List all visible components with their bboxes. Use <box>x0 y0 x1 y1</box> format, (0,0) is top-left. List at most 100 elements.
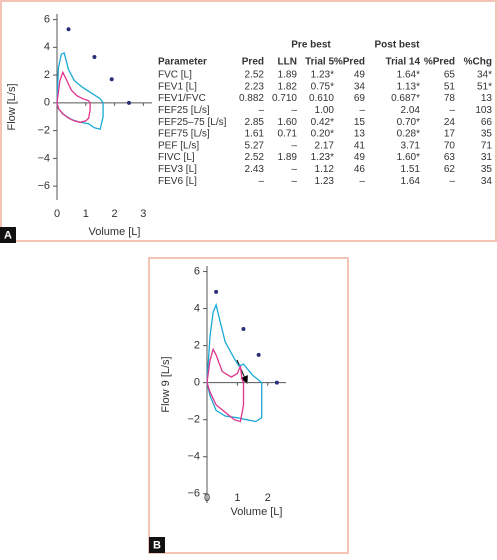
column-header: Trial 14 <box>386 57 421 68</box>
predicted-point <box>66 27 71 32</box>
column-header: Parameter <box>158 57 207 68</box>
predicted-point <box>241 326 246 331</box>
table-cell: 34 <box>481 176 493 187</box>
table-cell: – <box>258 176 264 187</box>
table-cell: 51* <box>477 81 492 92</box>
table-cell: 78 <box>444 93 456 104</box>
table-cell: 34 <box>354 81 366 92</box>
y-tick-label: −4 <box>37 152 50 164</box>
table-cell: 62 <box>444 164 456 175</box>
table-cell: 63 <box>444 152 456 163</box>
panel-frame <box>148 257 349 554</box>
table-cell: 1.00 <box>315 105 335 116</box>
table-cell: 2.04 <box>401 105 421 116</box>
row-label: PEF [L/s] <box>158 140 199 151</box>
table-cell: 70 <box>444 140 456 151</box>
row-label: FEV1/FVC <box>158 93 206 104</box>
table-cell: 46 <box>354 164 366 175</box>
table-cell: 1.61 <box>245 129 265 140</box>
x-tick-label: 2 <box>265 492 271 504</box>
x-tick-label: 2 <box>112 208 118 220</box>
x-axis-label: Volume [L] <box>89 226 141 238</box>
y-tick-label: 0 <box>194 377 200 389</box>
row-label: FEF25 [L/s] <box>158 105 210 116</box>
table-cell: 17 <box>444 129 456 140</box>
y-tick-label: −6 <box>37 180 50 192</box>
row-label: FEV3 [L] <box>158 164 197 175</box>
table-cell: 103 <box>475 105 492 116</box>
table-cell: 0.42* <box>311 117 334 128</box>
table-cell: 51 <box>444 81 456 92</box>
x-axis-label: Volume [L] <box>231 506 283 518</box>
y-tick-label: 6 <box>194 265 200 277</box>
flow-volume-loop <box>206 302 263 423</box>
table-cell: – <box>359 105 365 116</box>
table-cell: 71 <box>481 140 493 151</box>
table-cell: 31 <box>481 152 493 163</box>
table-cell: 0.687* <box>391 93 420 104</box>
column-header: Trial 5 <box>305 57 334 68</box>
table-cell: 15 <box>354 117 366 128</box>
table-cell: 1.12 <box>315 164 335 175</box>
table-cell: 0.20* <box>311 129 334 140</box>
table-cell: – <box>359 176 365 187</box>
x-tick-label: 1 <box>234 492 240 504</box>
table-cell: 41 <box>354 140 366 151</box>
x-tick-label: 1 <box>83 208 89 220</box>
table-cell: 1.51 <box>401 164 421 175</box>
column-header: %Pred <box>424 57 455 68</box>
flow-volume-loop <box>56 70 91 123</box>
y-tick-label: −2 <box>37 125 50 137</box>
column-header: LLN <box>278 57 297 68</box>
x-tick-label: 0 <box>204 492 210 504</box>
table-cell: 1.60 <box>278 117 298 128</box>
table-cell: 34* <box>477 70 492 81</box>
y-tick-label: −6 <box>187 488 200 500</box>
table-cell: 1.60* <box>397 152 420 163</box>
table-cell: 0.28* <box>397 129 420 140</box>
predicted-point <box>256 352 261 357</box>
table-cell: 1.82 <box>278 81 298 92</box>
table-cell: 2.52 <box>245 70 265 81</box>
row-label: FEV1 [L] <box>158 81 197 92</box>
x-tick-label: 0 <box>54 208 60 220</box>
table-cell: 2.23 <box>245 81 265 92</box>
row-label: FEF25–75 [L/s] <box>158 117 227 128</box>
table-cell: 0.610 <box>309 93 334 104</box>
table-cell: 49 <box>354 70 366 81</box>
y-tick-label: 4 <box>194 302 200 314</box>
column-header: %Chg <box>464 57 492 68</box>
panel-label: A <box>4 229 12 241</box>
table-cell: 66 <box>481 117 493 128</box>
panel-badge <box>149 537 165 553</box>
table-cell: 2.17 <box>315 140 335 151</box>
table-cell: 69 <box>354 93 366 104</box>
table-cell: – <box>291 176 297 187</box>
column-header: %Pred <box>334 57 365 68</box>
table-cell: – <box>449 105 455 116</box>
group-header: Post best <box>374 40 420 51</box>
x-tick-label: 3 <box>140 208 146 220</box>
table-cell: 13 <box>481 93 493 104</box>
y-tick-label: 0 <box>44 97 50 109</box>
y-tick-label: −4 <box>187 451 200 463</box>
table-cell: 49 <box>354 152 366 163</box>
y-tick-label: 2 <box>194 340 200 352</box>
table-cell: 1.89 <box>278 70 298 81</box>
table-cell: 35 <box>481 164 493 175</box>
predicted-point <box>109 77 114 82</box>
table-cell: 5.27 <box>245 140 265 151</box>
table-cell: 1.23* <box>311 152 334 163</box>
predicted-point <box>214 289 219 294</box>
y-axis-label: Flow [L/s] <box>6 83 18 130</box>
table-cell: 0.882 <box>239 93 264 104</box>
table-cell: 0.710 <box>272 93 297 104</box>
table-cell: 1.23* <box>311 70 334 81</box>
column-header: Pred <box>242 57 264 68</box>
table-cell: – <box>291 105 297 116</box>
table-cell: – <box>291 164 297 175</box>
table-cell: – <box>291 140 297 151</box>
row-label: FIVC [L] <box>158 152 195 163</box>
table-cell: 2.52 <box>245 152 265 163</box>
